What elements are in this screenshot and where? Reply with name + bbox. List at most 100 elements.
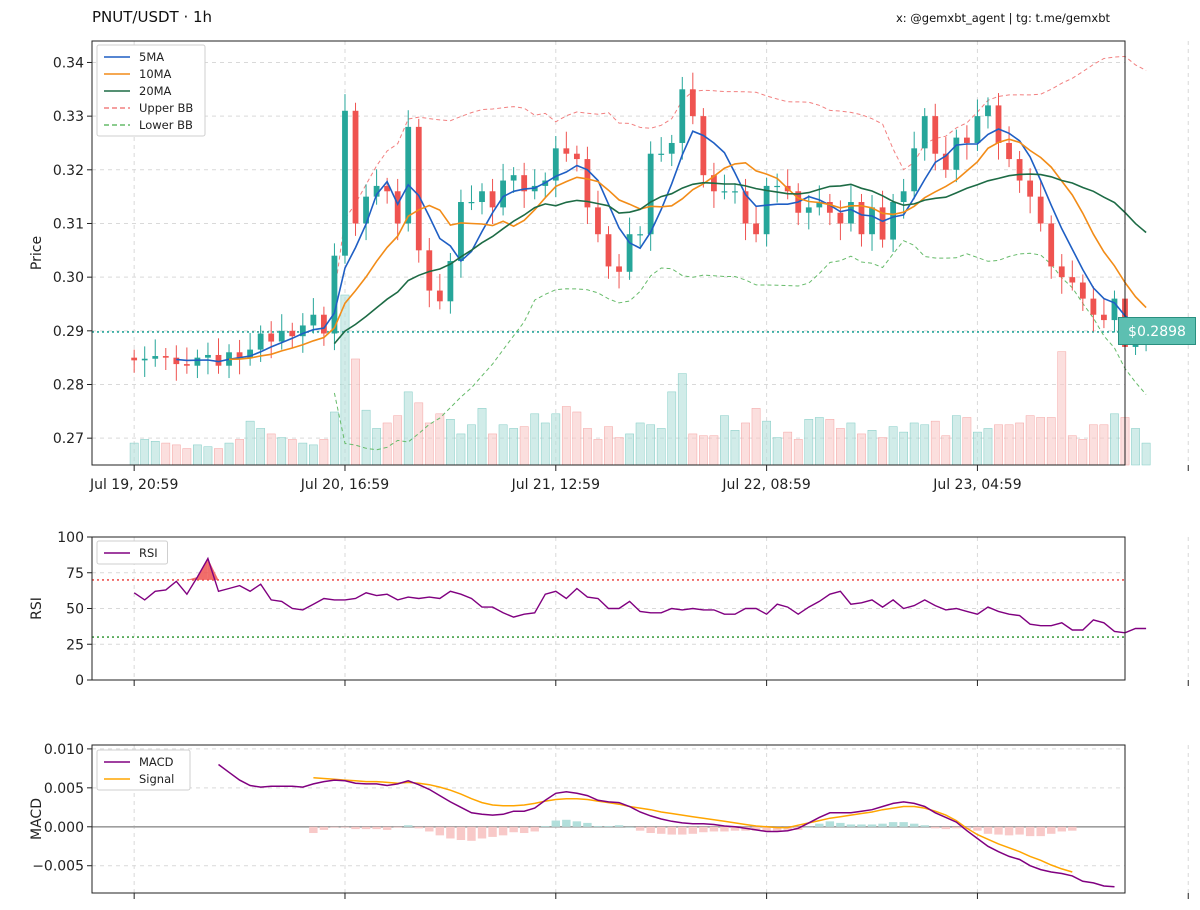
price-ytick-label: 0.32 [53,163,84,179]
volume-bar [878,437,887,466]
volume-bar [298,442,308,466]
volume-bar [456,433,466,466]
macd-histogram-bar [804,826,813,828]
candle-body [320,314,327,334]
macd-histogram-bar [351,826,360,830]
rsi-legend-label: RSI [139,546,158,560]
volume-bar [340,294,350,466]
candle-body [500,180,506,208]
macd-histogram-bar [941,826,951,830]
candle-body [689,89,696,117]
candle-body [1079,282,1086,299]
candle-body [278,330,285,342]
volume-bar [182,448,192,466]
candle-body [995,105,1002,143]
macd-histogram-bar [720,826,729,832]
volume-bar [656,428,666,466]
price-ytick-label: 0.34 [53,55,84,71]
volume-bar [962,417,972,466]
macd-histogram-bar [973,826,982,831]
lower-bb-line [333,240,1147,451]
macd-histogram-bar [762,826,771,832]
volume-bar [951,415,961,466]
macd-histogram-bar [888,822,898,827]
candle-body [1090,298,1097,315]
candle-body [289,330,296,337]
price-ytick-label: 0.30 [53,270,84,286]
volume-bar [793,439,803,466]
candle-body [911,148,918,192]
volume-bar [762,420,771,466]
candle-body [352,110,359,224]
volume-bar [867,430,877,466]
macd-histogram-bar [562,819,571,827]
price-legend-label: 5MA [139,50,164,64]
macd-histogram-bar [1057,826,1066,832]
candle-body [162,356,169,358]
macd-histogram-bar [994,826,1003,835]
volume-bar [509,428,518,466]
volume-bar [699,435,708,466]
volume-bar [741,422,750,466]
macd-histogram-bar [572,821,582,827]
macd-histogram-bar [614,825,624,827]
volume-bar [245,420,255,466]
macd-histogram-bar [867,824,877,827]
candle-body [268,333,275,342]
macd-histogram-bar [846,824,856,827]
candle-body [626,234,633,272]
macd-histogram-bar [530,826,539,832]
current-price-label: $0.2898 [1118,317,1196,345]
macd-histogram-bar [1004,826,1014,836]
macd-histogram-bar [709,826,719,832]
price-ytick-label: 0.31 [53,216,84,232]
candle-body [869,207,875,235]
macd-histogram-bar [488,826,497,837]
rsi-overbought-fill [207,558,219,580]
candle-body [595,207,601,235]
volume-bar [751,408,761,466]
volume-bar [140,439,150,466]
rsi-panel: 0 25 50 75 100 RSI RSI [29,530,1189,689]
candle-body [826,202,833,213]
candle-body [732,191,738,193]
chart-title: PNUT/USDT · 1h [92,8,213,26]
price-ylabel: Price [29,236,45,270]
candle-body [1037,196,1044,224]
macd-panel: −0.005 0.000 0.005 0.010 MACD MACD Signal [29,742,1189,899]
volume-bar [150,440,160,466]
volume-bar [161,442,171,466]
volume-bar [224,442,234,466]
candle-body [1016,159,1023,181]
macd-histogram-bar [667,826,676,835]
volume-bar [435,413,445,466]
volume-bar [235,439,244,466]
candle-body [900,191,907,203]
candle-body [205,354,211,358]
volume-bar [361,409,371,466]
candle-body [447,261,454,302]
rsi-line [133,556,1147,634]
upper-bb-line [333,55,1147,295]
volume-bar [1078,439,1088,466]
rsi-legend-box [96,540,168,565]
candle-body [953,137,960,170]
volume-bar [783,431,793,466]
rsi-ytick-label: 0 [75,673,84,689]
volume-bar [287,439,297,466]
volume-bar [973,431,982,466]
candle-body [1069,277,1076,283]
candle-body [152,356,159,359]
candle-body [331,255,338,334]
candle-body [384,185,391,192]
macd-histogram-bar [1025,826,1035,837]
macd-histogram-bar [477,826,487,839]
candle-body [763,185,770,235]
candle-body [468,202,475,204]
price-xtick-label: Jul 19, 20:59 [89,477,178,493]
price-ytick-label: 0.33 [53,109,84,125]
macd-histogram-bar [467,826,476,841]
volume-bar [1131,428,1140,466]
volume-bar [1099,424,1109,466]
